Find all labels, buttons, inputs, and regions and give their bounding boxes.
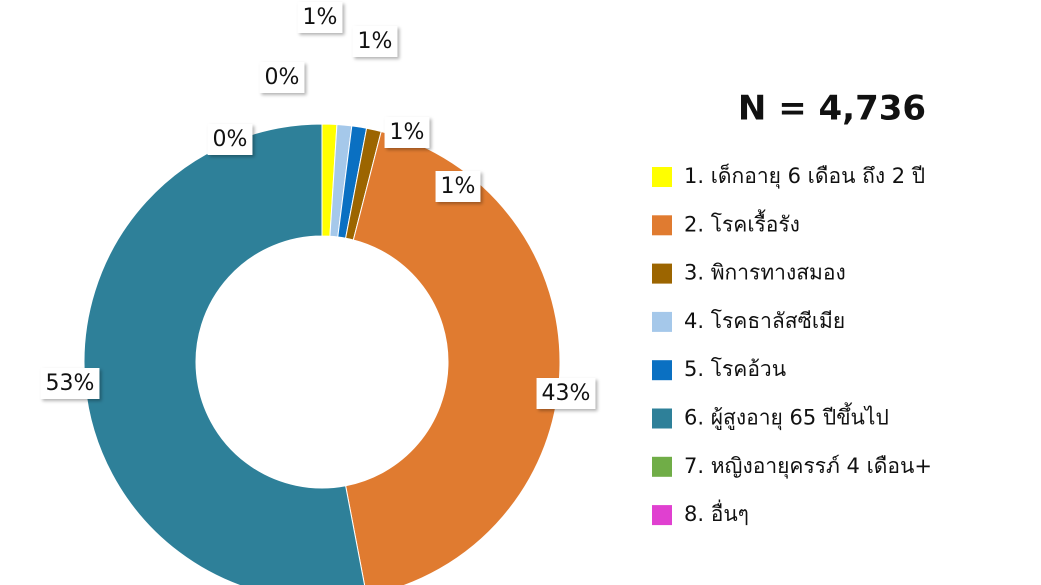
legend-label: 1. เด็กอายุ 6 เดือน ถึง 2 ปี — [684, 162, 925, 189]
legend-swatch — [652, 215, 672, 236]
data-label: 1% — [390, 120, 425, 145]
legend-label: 4. โรคธาลัสซีเมีย — [684, 309, 845, 333]
data-label-box — [352, 26, 398, 57]
legend-swatch — [652, 311, 672, 332]
data-label-box — [297, 2, 343, 33]
data-label-box — [384, 117, 430, 148]
legend-swatch — [652, 456, 672, 477]
legend-label: 8. อื่นๆ — [684, 499, 749, 526]
legend-label: 7. หญิงอายุครรภ์ 4 เดือน+ — [684, 454, 932, 479]
data-label-box — [259, 62, 305, 93]
data-label: 1% — [358, 29, 393, 54]
data-label-box — [536, 378, 596, 409]
data-label-box — [40, 368, 100, 399]
data-label: 0% — [213, 127, 248, 152]
data-label: 0% — [265, 65, 300, 90]
legend-swatch — [652, 408, 672, 429]
data-label-box — [207, 124, 253, 155]
legend-label: 6. ผู้สูงอายุ 65 ปีขึ้นไป — [684, 403, 889, 431]
slice — [345, 130, 561, 585]
chart-title: N = 4,736 — [738, 89, 926, 129]
legend-swatch — [652, 505, 672, 526]
data-label: 43% — [542, 381, 591, 406]
data-label: 1% — [303, 5, 338, 30]
legend-label: 2. โรคเรื้อรัง — [684, 209, 800, 236]
data-label: 1% — [441, 174, 476, 199]
legend-swatch — [652, 167, 672, 187]
data-label: 53% — [46, 371, 95, 396]
data-label-box — [435, 171, 481, 202]
legend-swatch — [652, 360, 672, 381]
legend-label: 5. โรคอ้วน — [684, 357, 786, 381]
legend-swatch — [652, 263, 672, 284]
legend-label: 3. พิการทางสมอง — [684, 261, 846, 285]
